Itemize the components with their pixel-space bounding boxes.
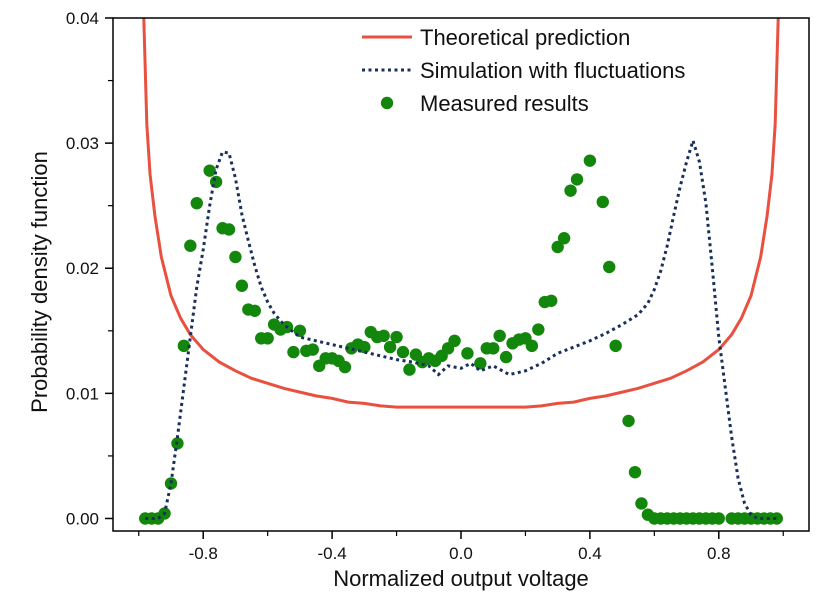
y-tick-label: 0.02 <box>66 259 99 278</box>
measured-point <box>287 345 300 359</box>
measured-point <box>390 330 403 344</box>
measured-point <box>499 350 513 364</box>
legend-label: Measured results <box>420 91 589 116</box>
x-axis-label: Normalized output voltage <box>333 566 589 591</box>
measured-point <box>628 465 642 479</box>
measured-point <box>383 340 397 354</box>
measured-point <box>177 339 191 353</box>
y-tick-label: 0.01 <box>66 384 99 403</box>
legend-background <box>355 24 755 120</box>
plot-area <box>139 18 783 525</box>
measured-point <box>190 196 203 210</box>
legend-label: Theoretical prediction <box>420 25 630 50</box>
measured-point <box>461 347 474 360</box>
measured-point <box>403 363 416 376</box>
axes: -0.8 -0.4 0.0 0.4 0.8 0.00 0.01 0.02 0.03 0.04 <box>66 9 810 563</box>
measured-point <box>583 154 597 167</box>
measured-point <box>557 232 571 245</box>
measured-point <box>203 164 216 177</box>
measured-point <box>222 223 236 236</box>
x-tick-label: -0.4 <box>317 544 346 563</box>
measured-point <box>712 512 725 525</box>
measured-point <box>532 323 545 336</box>
legend-label: Simulation with fluctuations <box>420 58 685 83</box>
measured-point <box>474 357 487 370</box>
y-tick-label: 0.04 <box>66 9 99 28</box>
measured-point <box>164 477 178 490</box>
measured-point <box>609 339 622 353</box>
x-tick-label: 0.4 <box>578 544 602 563</box>
measured-point <box>487 342 500 355</box>
series-line-theoretical <box>142 18 780 409</box>
measured-point <box>596 195 609 209</box>
measured-point <box>635 497 648 510</box>
measured-point <box>248 304 261 317</box>
x-tick-label: -0.8 <box>189 544 218 563</box>
x-tick-label: 0.0 <box>449 544 473 563</box>
y-tick-label: 0.03 <box>66 134 99 153</box>
measured-point <box>338 360 352 374</box>
measured-point <box>545 294 558 307</box>
measured-point <box>235 279 249 292</box>
y-axis-label: Probability density function <box>27 151 52 413</box>
measured-point <box>564 184 577 197</box>
measured-point <box>525 339 539 353</box>
measured-point <box>396 345 410 359</box>
measured-point <box>551 240 564 254</box>
measured-point <box>261 332 274 345</box>
legend: Theoretical prediction Simulation with fl… <box>355 24 755 120</box>
legend-swatch-measured <box>380 96 394 110</box>
measured-point <box>770 512 783 525</box>
series-line-simulation <box>145 135 777 520</box>
measured-point <box>306 343 319 356</box>
measured-point <box>570 173 584 186</box>
measured-point <box>622 414 635 428</box>
measured-point <box>603 260 616 274</box>
measured-point <box>493 329 506 343</box>
measured-point <box>229 250 242 264</box>
x-tick-label: 0.8 <box>707 544 731 563</box>
measured-point <box>377 329 390 343</box>
measured-point <box>184 239 197 252</box>
measured-point <box>448 334 461 348</box>
y-tick-label: 0.00 <box>66 509 99 528</box>
